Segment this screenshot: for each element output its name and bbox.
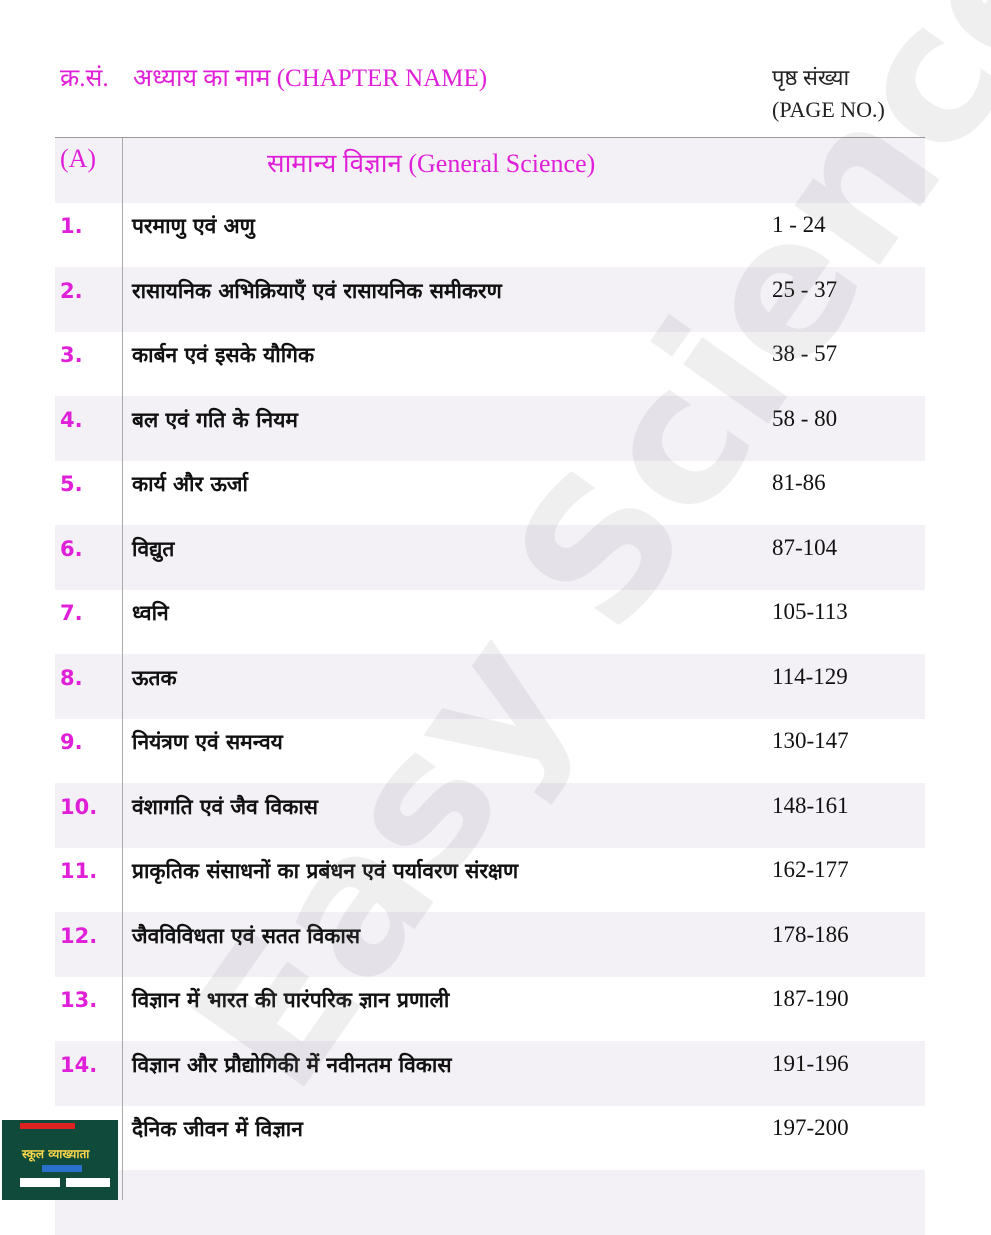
page-number-header: पृष्ठ संख्या (PAGE NO.) — [772, 62, 885, 126]
chapter-pages: 114-129 — [772, 663, 848, 689]
page-header-english: (PAGE NO.) — [772, 97, 885, 122]
chapter-name: दैनिक जीवन में विज्ञान — [132, 1117, 303, 1141]
chapter-number: 6. — [60, 536, 83, 561]
chapter-name: रासायनिक अभिक्रियाएँ एवं रासायनिक समीकरण — [132, 278, 502, 303]
empty-row — [55, 1170, 925, 1235]
chapter-row[interactable]: 4. बल एवं गति के नियम 58 - 80 — [55, 395, 925, 461]
chapter-row[interactable]: 14. विज्ञान और प्रौद्योगिकी में नवीनतम व… — [55, 1040, 925, 1106]
chapter-row[interactable]: 3. कार्बन एवं इसके यौगिक 38 - 57 — [55, 331, 925, 396]
chapter-name: प्राकृतिक संसाधनों का प्रबंधन एवं पर्याव… — [132, 859, 519, 883]
chapter-row[interactable]: 1. परमाणु एवं अणु 1 - 24 — [55, 202, 925, 267]
chapter-number: 1. — [60, 214, 83, 238]
chapter-number: 13. — [60, 988, 98, 1012]
chapter-number: 4. — [60, 407, 83, 432]
chapter-pages: 162-177 — [772, 857, 849, 882]
chapter-row[interactable]: 7. ध्वनि 105-113 — [55, 589, 925, 654]
chapter-row[interactable]: 5. कार्य और ऊर्जा 81-86 — [55, 460, 925, 525]
chapter-pages: 105-113 — [772, 599, 848, 624]
chapter-name: कार्बन एवं इसके यौगिक — [132, 343, 315, 367]
chapter-number: 11. — [60, 859, 98, 883]
chapter-pages: 81-86 — [772, 470, 826, 495]
chapter-name: वंशागति एवं जैव विकास — [132, 794, 318, 819]
chapter-row[interactable]: 9. नियंत्रण एवं समन्वय 130-147 — [55, 718, 925, 783]
chapter-name: परमाणु एवं अणु — [132, 214, 255, 238]
page-header-hindi: पृष्ठ संख्या — [772, 65, 850, 90]
chapter-row[interactable]: 11. प्राकृतिक संसाधनों का प्रबंधन एवं पर… — [55, 847, 925, 912]
chapter-pages: 148-161 — [772, 792, 849, 818]
chapter-number: 5. — [60, 472, 83, 496]
chapter-row[interactable]: 6. विद्युत 87-104 — [55, 524, 925, 590]
chapter-pages: 58 - 80 — [772, 405, 838, 431]
thumbnail-title: स्कूल व्याख्याता — [22, 1147, 90, 1161]
chapter-row[interactable]: 2. रासायनिक अभिक्रियाएँ एवं रासायनिक समी… — [55, 266, 925, 332]
chapter-number: 10. — [60, 794, 98, 819]
chapter-number: 12. — [60, 923, 98, 948]
header-divider — [55, 137, 925, 138]
chapter-name: कार्य और ऊर्जा — [132, 472, 248, 496]
chapter-row[interactable]: 15. दैनिक जीवन में विज्ञान 197-200 — [55, 1105, 925, 1170]
chapter-pages: 87-104 — [772, 534, 838, 560]
chapter-name: ध्वनि — [132, 601, 169, 625]
chapter-pages: 38 - 57 — [772, 341, 838, 366]
chapter-pages: 178-186 — [772, 921, 849, 947]
chapter-row[interactable]: 12. जैवविविधता एवं सतत विकास 178-186 — [55, 911, 925, 977]
chapter-row[interactable]: 8. ऊतक 114-129 — [55, 653, 925, 719]
chapter-name: ऊतक — [132, 665, 177, 690]
column-divider — [122, 138, 123, 1200]
chapter-name: जैवविविधता एवं सतत विकास — [132, 923, 361, 948]
chapter-name: नियंत्रण एवं समन्वय — [132, 730, 283, 754]
chapter-number: 9. — [60, 730, 83, 754]
chapter-number: 3. — [60, 343, 83, 367]
chapter-number: 14. — [60, 1052, 98, 1077]
section-title: सामान्य विज्ञान (General Science) — [267, 149, 596, 178]
chapter-pages: 187-190 — [772, 986, 849, 1011]
chapter-pages: 197-200 — [772, 1115, 849, 1140]
chapter-pages: 191-196 — [772, 1050, 849, 1076]
chapter-number: 7. — [60, 601, 83, 625]
chapter-name: विद्युत — [132, 536, 175, 561]
chapter-row[interactable]: 13. विज्ञान में भारत की पारंपरिक ज्ञान प… — [55, 976, 925, 1041]
chapter-number: 2. — [60, 278, 83, 303]
chapter-row[interactable]: 10. वंशागति एवं जैव विकास 148-161 — [55, 782, 925, 848]
section-row: (A) सामान्य विज्ञान (General Science) — [55, 138, 925, 203]
chapter-name: विज्ञान और प्रौद्योगिकी में नवीनतम विकास — [132, 1052, 452, 1077]
chapter-pages: 25 - 37 — [772, 276, 838, 302]
serial-header: क्र.सं. — [60, 65, 109, 92]
chapter-pages: 1 - 24 — [772, 212, 826, 237]
book-cover-thumbnail[interactable]: स्कूल व्याख्याता — [2, 1120, 118, 1200]
chapter-name-header: अध्याय का नाम (CHAPTER NAME) — [133, 65, 488, 92]
chapter-pages: 130-147 — [772, 728, 849, 753]
chapter-name: विज्ञान में भारत की पारंपरिक ज्ञान प्रणा… — [132, 988, 450, 1012]
chapter-number: 8. — [60, 665, 83, 690]
chapter-name: बल एवं गति के नियम — [132, 407, 298, 432]
section-id: (A) — [60, 144, 97, 173]
